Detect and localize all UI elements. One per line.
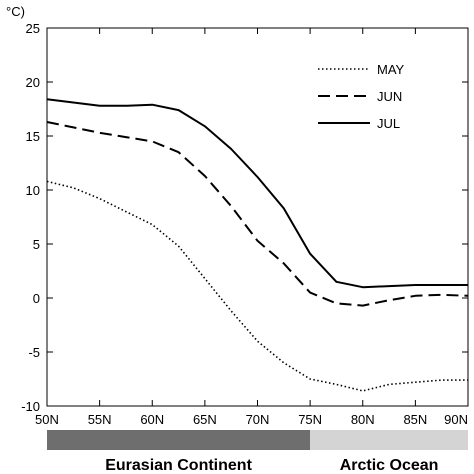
region-label-1: Arctic Ocean bbox=[340, 457, 439, 474]
y-tick-label-5: 15 bbox=[26, 129, 40, 144]
series-line-jun bbox=[46, 121, 469, 307]
axes: -10 -5 0 5 10 15 20 25 50N 55N 60N 65N 70N 75N 80N 85N 9… bbox=[21, 21, 469, 427]
x-tick-label-4: 70N bbox=[246, 412, 270, 427]
region-bar bbox=[47, 430, 468, 450]
region-segment-0 bbox=[47, 430, 311, 450]
x-tick-label-8: 90N bbox=[444, 412, 468, 427]
y-axis-label: °C) bbox=[6, 4, 25, 19]
x-tick-label-1: 55N bbox=[88, 412, 112, 427]
region-label-0: Eurasian Continent bbox=[105, 457, 252, 474]
x-tick-label-7: 85N bbox=[403, 412, 427, 427]
y-tick-label-2: 0 bbox=[33, 291, 40, 306]
region-labels: Eurasian Continent Arctic Ocean bbox=[105, 457, 438, 474]
y-tick-label-3: 5 bbox=[33, 237, 40, 252]
legend-label-jun: JUN bbox=[377, 89, 402, 104]
series-line-jul bbox=[46, 98, 468, 289]
plot-frame bbox=[46, 27, 469, 407]
y-tick-label-0: -10 bbox=[21, 399, 40, 414]
y-tick-label-4: 10 bbox=[26, 183, 40, 198]
x-tick-label-2: 60N bbox=[140, 412, 164, 427]
legend: MAY JUN JUL bbox=[318, 62, 405, 131]
y-tick-label-1: -5 bbox=[28, 345, 40, 360]
x-tick-label-6: 80N bbox=[351, 412, 375, 427]
x-tick-label-3: 65N bbox=[193, 412, 217, 427]
y-tick-label-6: 20 bbox=[26, 75, 40, 90]
x-tick-label-5: 75N bbox=[298, 412, 322, 427]
legend-label-jul: JUL bbox=[377, 116, 400, 131]
series-lines bbox=[46, 98, 469, 392]
legend-label-may: MAY bbox=[377, 62, 405, 77]
y-tick-label-7: 25 bbox=[26, 21, 40, 36]
region-segment-1 bbox=[310, 430, 468, 450]
x-tick-label-0: 50N bbox=[35, 412, 59, 427]
